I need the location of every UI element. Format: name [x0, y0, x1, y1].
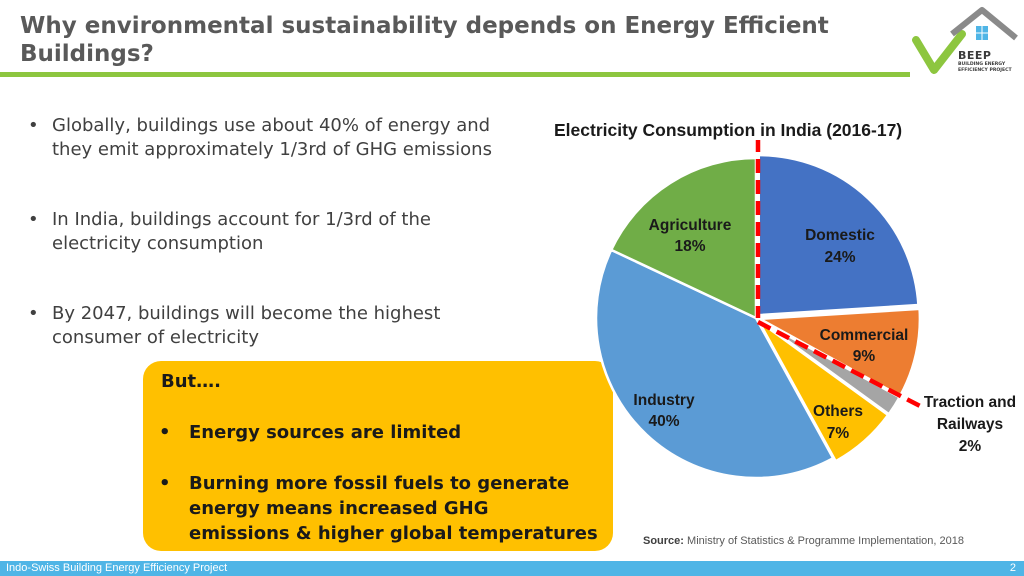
bullet-item: • Globally, buildings use about 40% of e… — [26, 114, 536, 162]
bullet-item: • In India, buildings account for 1/3rd … — [26, 208, 536, 256]
bullet-item: • By 2047, buildings will become the hig… — [26, 302, 536, 350]
slice-label-name: Traction and — [924, 394, 1016, 411]
callout-heading: But…. — [161, 371, 221, 392]
bullet-dot-icon: • — [159, 422, 171, 443]
callout-box: But…. • Energy sources are limited • Bur… — [143, 361, 613, 551]
footer-bar: Indo-Swiss Building Energy Efficiency Pr… — [0, 561, 1024, 576]
callout-item: • Energy sources are limited — [159, 420, 599, 445]
bullet-text-line: Globally, buildings use about 40% of ene… — [52, 115, 491, 136]
slice-label-name: Railways — [937, 416, 1003, 433]
logo-subtitle-2: EFFICIENCY PROJECT — [958, 68, 1012, 73]
slice-label-name: Others — [813, 403, 863, 420]
house-check-icon — [912, 7, 1018, 74]
beep-logo — [912, 4, 1024, 80]
logo-brand: BEEP — [958, 49, 992, 62]
footer-text: Indo-Swiss Building Energy Efficiency Pr… — [6, 562, 228, 574]
source-label: Source: — [643, 535, 684, 547]
slice-label-value: 9% — [853, 348, 876, 365]
callout-item: • Burning more fossil fuels to generate … — [159, 471, 599, 546]
bullet-dot-icon: • — [28, 303, 39, 324]
bullet-text-line: In India, buildings account for 1/3rd of… — [52, 209, 431, 230]
callout-item-line: emissions & higher global temperatures — [189, 523, 598, 544]
chart-title: Electricity Consumption in India (2016-1… — [554, 120, 903, 140]
pie-slice-domestic — [757, 153, 920, 317]
source-text: Ministry of Statistics & Programme Imple… — [687, 535, 964, 547]
callout-item-line: Burning more fossil fuels to generate — [189, 473, 570, 494]
pie-slice-others — [757, 319, 890, 463]
pie-slice-agriculture — [609, 156, 758, 320]
slice-label-name: Industry — [633, 392, 695, 409]
callout-item-line: energy means increased GHG — [189, 498, 489, 519]
logo-text: BEEP BUILDING ENERGY EFFICIENCY PROJECT — [958, 50, 1024, 74]
bullet-dot-icon: • — [28, 209, 39, 230]
slice-label-value: 18% — [674, 238, 705, 255]
slice-label-name: Commercial — [820, 327, 909, 344]
slide-title: Why environmental sustainability depends… — [20, 12, 880, 68]
bullet-text-line: consumer of electricity — [52, 327, 260, 348]
source-note: Source: Ministry of Statistics & Program… — [643, 535, 1003, 547]
bullet-dot-icon: • — [159, 473, 171, 494]
slide-title-line1: Why environmental sustainability depends… — [20, 13, 829, 39]
slice-label-value: 24% — [824, 249, 855, 266]
bullet-dot-icon: • — [28, 115, 39, 136]
slice-label-value: 2% — [959, 438, 982, 455]
slice-label-name: Agriculture — [649, 217, 732, 234]
title-underline — [0, 72, 910, 77]
bullet-text-line: By 2047, buildings will become the highe… — [52, 303, 441, 324]
logo-subtitle-1: BUILDING ENERGY — [958, 62, 1006, 67]
divider-line-diagonal — [756, 320, 922, 408]
pie-slice-industry — [594, 248, 835, 480]
slice-label-name: Domestic — [805, 227, 875, 244]
page-number: 2 — [1009, 562, 1016, 574]
bullet-text-line: they emit approximately 1/3rd of GHG emi… — [52, 139, 492, 160]
slide-title-line2: Buildings? — [20, 41, 154, 67]
slice-label-value: 40% — [648, 413, 679, 430]
bullet-text-line: electricity consumption — [52, 233, 264, 254]
pie-chart: Domestic 24% Commercial 9% Traction and Railw… — [594, 140, 1016, 480]
callout-item-line: Energy sources are limited — [189, 422, 462, 443]
slice-label-value: 7% — [827, 425, 850, 442]
